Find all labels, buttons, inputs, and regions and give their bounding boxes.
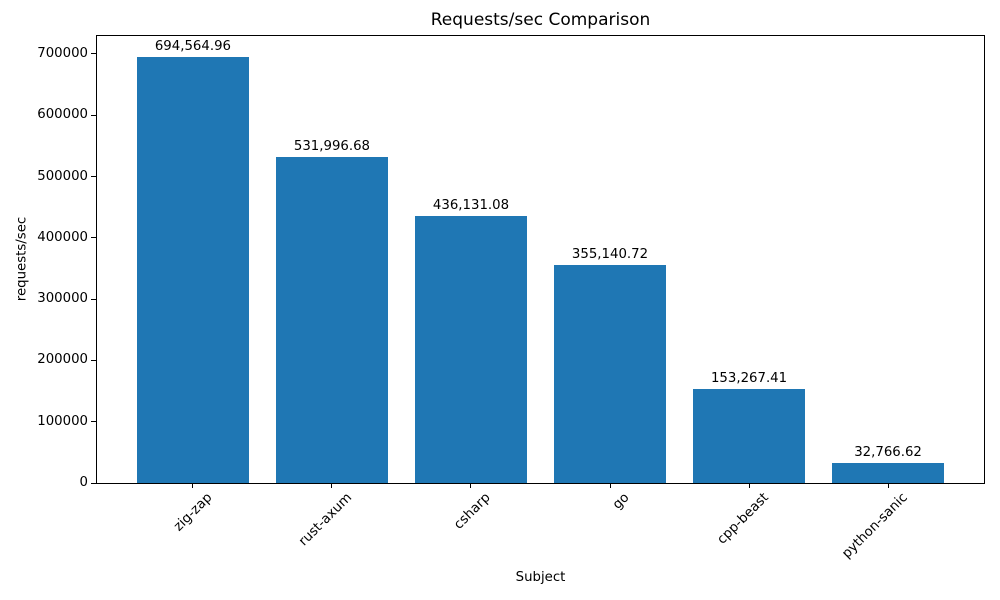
x-tick-label-cpp-beast: cpp-beast [714,490,772,548]
x-axis-label: Subject [515,570,566,585]
bar-value-label: 694,564.96 [154,39,231,55]
x-tick-mark [887,484,889,488]
y-tick-label: 700000 [37,45,88,61]
x-tick-mark [470,484,472,488]
y-tick-label: 100000 [37,413,88,429]
y-tick-label: 400000 [37,229,88,245]
y-axis-label: requests/sec [14,216,30,302]
bar-value-label: 32,766.62 [854,444,922,460]
x-tick-label-csharp: csharp [451,490,494,533]
bar-python-sanic [832,462,944,483]
chart-title: Requests/sec Comparison [430,10,651,30]
x-tick-label-go: go [610,490,633,513]
y-tick-mark [91,359,96,361]
y-tick-label: 300000 [37,291,88,307]
bar-csharp [415,215,527,483]
bar-value-label: 153,267.41 [710,371,788,387]
plot-area: 0 100000 200000 300000 400000 500000 600000 700… [37,35,985,562]
bar-go [554,265,666,483]
bar-value-label: 436,131.08 [432,197,510,213]
y-tick-mark [91,237,96,239]
y-tick-label: 500000 [37,168,88,184]
x-tick-mark [748,484,750,488]
x-tick-label-rust-axum: rust-axum [296,490,355,550]
x-tick-label-zig-zap: zig-zap [171,490,216,535]
x-tick-label-python-sanic: python-sanic [839,490,911,562]
y-tick-label: 600000 [37,107,88,123]
y-tick-mark [91,421,96,423]
x-tick-mark [192,484,194,488]
x-tick-mark [331,484,333,488]
x-tick-mark [609,484,611,488]
bar-value-label: 355,140.72 [571,247,649,263]
bar-cpp-beast [693,389,805,483]
y-tick-mark [91,53,96,55]
y-tick-mark [91,482,96,484]
y-tick-mark [91,114,96,116]
bar-rust-axum [276,156,388,483]
y-tick-mark [91,176,96,178]
bar-value-label: 531,996.68 [293,138,371,154]
bar-zig-zap [137,57,249,483]
y-tick-label: 0 [79,475,88,490]
y-tick-mark [91,298,96,300]
y-tick-label: 200000 [37,352,88,368]
